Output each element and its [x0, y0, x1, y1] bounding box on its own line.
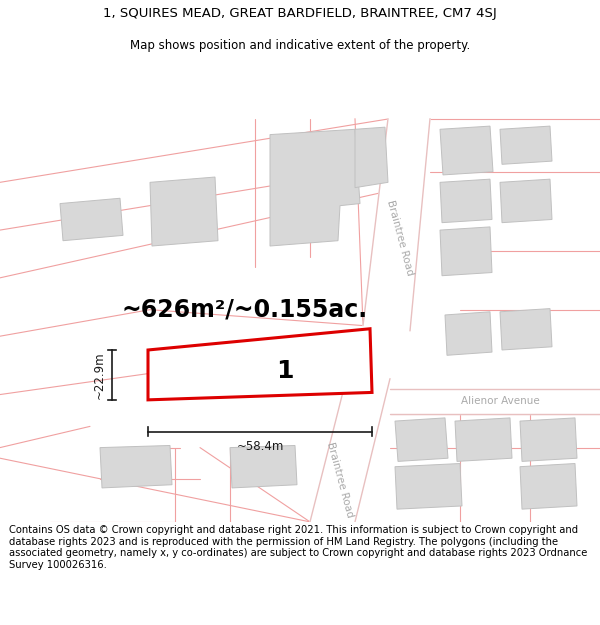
Polygon shape — [230, 446, 297, 488]
Text: ~626m²/~0.155ac.: ~626m²/~0.155ac. — [122, 298, 368, 322]
Polygon shape — [395, 418, 448, 461]
Polygon shape — [520, 418, 577, 461]
Polygon shape — [150, 177, 218, 246]
Polygon shape — [345, 326, 410, 384]
Polygon shape — [500, 179, 552, 222]
Polygon shape — [520, 464, 577, 509]
Polygon shape — [355, 127, 388, 188]
Text: 1, SQUIRES MEAD, GREAT BARDFIELD, BRAINTREE, CM7 4SJ: 1, SQUIRES MEAD, GREAT BARDFIELD, BRAINT… — [103, 7, 497, 19]
Polygon shape — [363, 119, 430, 331]
Text: ~58.4m: ~58.4m — [236, 440, 284, 453]
Polygon shape — [100, 446, 172, 488]
Polygon shape — [310, 379, 390, 522]
Polygon shape — [440, 126, 493, 175]
Polygon shape — [455, 418, 512, 461]
Polygon shape — [60, 198, 123, 241]
Polygon shape — [500, 126, 552, 164]
Text: Contains OS data © Crown copyright and database right 2021. This information is : Contains OS data © Crown copyright and d… — [9, 525, 587, 570]
Polygon shape — [440, 227, 492, 276]
Polygon shape — [270, 129, 360, 246]
Polygon shape — [395, 464, 462, 509]
Text: Map shows position and indicative extent of the property.: Map shows position and indicative extent… — [130, 39, 470, 52]
Text: Braintree Road: Braintree Road — [385, 199, 415, 276]
Polygon shape — [440, 179, 492, 222]
Text: ~22.9m: ~22.9m — [92, 351, 106, 399]
Polygon shape — [390, 389, 600, 414]
Polygon shape — [500, 309, 552, 350]
Text: 1: 1 — [276, 359, 293, 383]
Polygon shape — [445, 312, 492, 355]
Polygon shape — [148, 329, 372, 400]
Text: Braintree Road: Braintree Road — [325, 441, 355, 518]
Text: Alienor Avenue: Alienor Avenue — [461, 396, 539, 406]
